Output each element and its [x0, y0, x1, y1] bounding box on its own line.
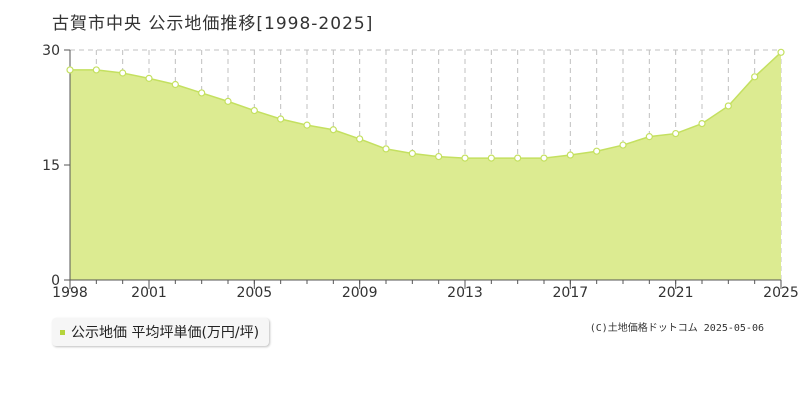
data-point	[198, 89, 206, 97]
x-tick-label: 2005	[237, 285, 273, 301]
data-point	[724, 102, 732, 110]
data-point	[698, 119, 706, 128]
x-tick-label: 2013	[447, 285, 483, 301]
x-tick-label: 2017	[553, 285, 589, 301]
y-tick-label: 30	[42, 43, 60, 59]
x-tick-label: 2021	[658, 285, 694, 301]
data-point	[751, 73, 759, 81]
data-point	[408, 149, 416, 158]
data-point	[119, 69, 127, 77]
data-point	[382, 145, 390, 153]
data-point	[566, 151, 574, 159]
data-point	[145, 74, 153, 82]
data-point	[171, 80, 179, 89]
data-point	[277, 115, 285, 123]
legend: 公示地価 平均坪単価(万円/坪)	[52, 318, 270, 346]
source-credit: (C)土地価格ドットコム 2025-05-06	[589, 323, 764, 334]
data-point	[356, 135, 364, 143]
x-tick-label: 2025	[763, 285, 799, 301]
data-point	[461, 154, 469, 162]
data-point	[66, 66, 74, 74]
series-area	[70, 52, 781, 280]
x-tick-label: 1998	[52, 285, 88, 301]
data-point	[92, 66, 100, 74]
legend-label: 公示地価 平均坪単価(万円/坪)	[71, 325, 260, 341]
y-tick-label: 15	[42, 158, 60, 174]
data-points	[66, 48, 785, 162]
legend-swatch-icon	[60, 329, 65, 335]
axes	[64, 49, 782, 289]
series-line	[70, 51, 782, 159]
data-point	[329, 126, 337, 134]
x-tick-label: 2001	[131, 285, 167, 301]
data-point	[435, 152, 443, 161]
data-point	[540, 154, 548, 162]
data-point	[593, 147, 601, 155]
x-tick-label: 2009	[342, 285, 378, 301]
y-tick-label: 0	[51, 273, 60, 289]
data-point	[777, 48, 785, 56]
tick-labels: 0 15 30 1998 2001 2005 2009 2013 2017 2021 2025	[42, 43, 799, 301]
data-point	[672, 129, 680, 138]
data-point	[303, 121, 311, 129]
data-point	[250, 106, 258, 115]
data-point	[645, 133, 653, 141]
data-point	[487, 154, 495, 162]
chart-title: 古賀市中央 公示地価推移[1998-2025]	[52, 14, 374, 34]
data-point	[619, 141, 627, 149]
data-point	[224, 97, 232, 105]
data-point	[514, 154, 522, 162]
